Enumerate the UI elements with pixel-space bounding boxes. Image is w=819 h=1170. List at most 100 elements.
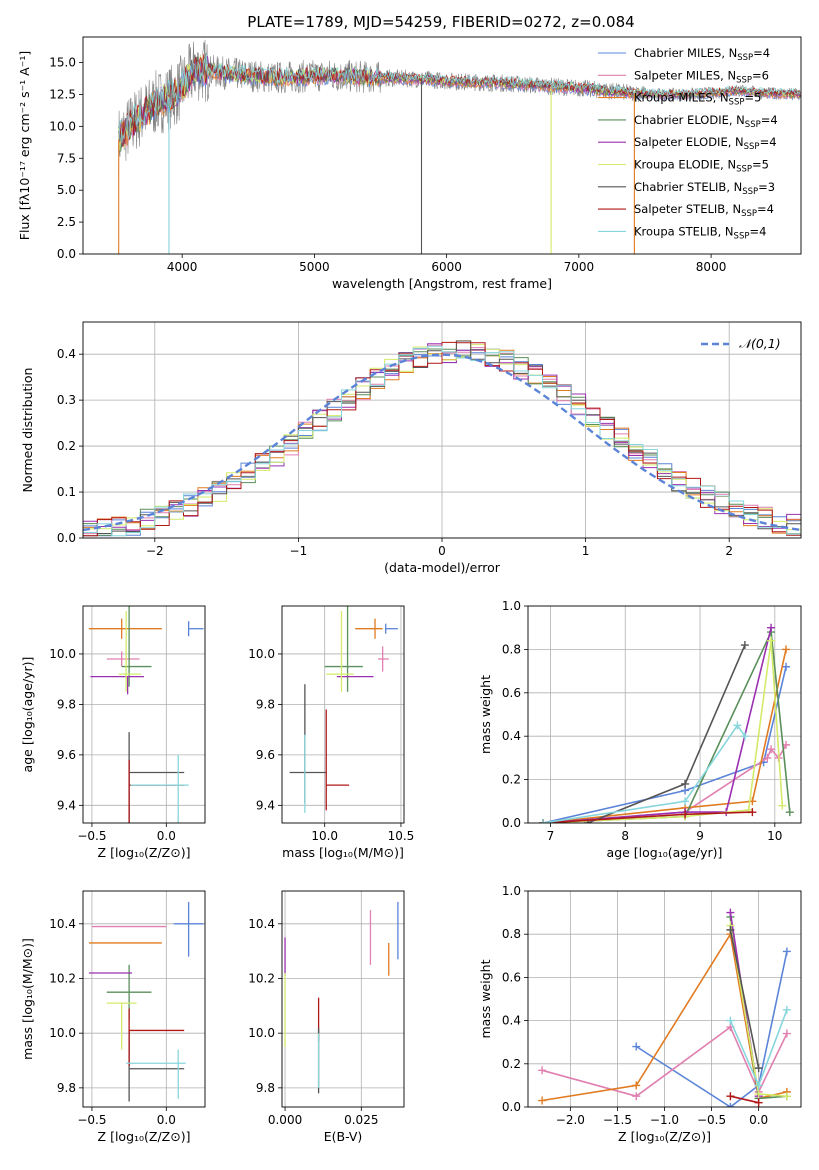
y-axis-label: mass weight bbox=[478, 675, 493, 754]
weight-marker bbox=[538, 1096, 547, 1105]
y-tick-label: 1.0 bbox=[502, 599, 521, 613]
y-tick-label: 7.5 bbox=[57, 151, 76, 165]
y-tick-label: 0.4 bbox=[502, 1014, 521, 1028]
axes-frame bbox=[82, 605, 206, 824]
x-tick-label: 9 bbox=[696, 829, 704, 843]
weight-marker bbox=[632, 1092, 641, 1101]
legend-tail: =6 bbox=[752, 68, 769, 82]
legend-text: Kroupa MILES, N bbox=[634, 91, 729, 105]
legend-sub: SSP bbox=[737, 53, 753, 63]
legend-tail: =4 bbox=[760, 135, 777, 149]
x-tick-label: −2.0 bbox=[556, 1113, 585, 1127]
weight-marker bbox=[632, 1081, 641, 1090]
axes-frame bbox=[281, 605, 405, 824]
x-axis-label: (data-model)/error bbox=[384, 560, 501, 575]
legend-text: Chabrier MILES, N bbox=[634, 46, 737, 60]
y-tick-label: 0.2 bbox=[502, 773, 521, 787]
x-tick-label: 8000 bbox=[696, 260, 727, 274]
y-tick-label: 2.5 bbox=[57, 215, 76, 229]
x-axis-label: mass [log₁₀(M/M⊙)] bbox=[282, 845, 404, 860]
plot-area bbox=[528, 891, 801, 1107]
legend-label-0: Chabrier MILES, NSSP=4 bbox=[634, 46, 770, 63]
x-tick-label: 7000 bbox=[564, 260, 595, 274]
y-tick-label: 1.0 bbox=[502, 884, 521, 898]
x-tick-label: 0.000 bbox=[268, 1113, 302, 1127]
weight-marker bbox=[681, 797, 690, 806]
weight-marker bbox=[740, 641, 749, 650]
weight-line-0 bbox=[542, 666, 787, 823]
legend-text: Kroupa ELODIE, N bbox=[634, 158, 736, 172]
panel-age-vs-Z: −0.5 0.0 9.4 9.6 9.8 10.0 Z [log₁₀(Z/Z⊙)] age [… bbox=[20, 605, 206, 860]
x-axis-label: E(B-V) bbox=[324, 1129, 363, 1144]
y-tick-label: 0.8 bbox=[502, 642, 521, 656]
y-tick-label: 10.4 bbox=[49, 917, 76, 931]
y-tick-label: 0.4 bbox=[57, 347, 76, 361]
weight-line-2 bbox=[542, 649, 787, 823]
x-axis-label: Z [log₁₀(Z/Z⊙)] bbox=[618, 1129, 711, 1144]
panel-mass-vs-EBV: 0.000 0.025 9.8 10.0 10.2 10.4 E(B-V) bbox=[248, 890, 405, 1144]
y-tick-label: 9.8 bbox=[57, 1081, 76, 1095]
y-tick-label: 9.4 bbox=[256, 798, 275, 812]
axes-frame bbox=[82, 890, 206, 1108]
plot-area bbox=[118, 39, 801, 254]
weight-marker bbox=[733, 721, 742, 730]
model-spectrum-8 bbox=[118, 54, 801, 150]
x-tick-label: −0.5 bbox=[77, 829, 106, 843]
x-axis-label: wavelength [Angstrom, rest frame] bbox=[332, 276, 552, 291]
y-tick-label: 10.0 bbox=[49, 647, 76, 661]
weight-line-6 bbox=[729, 929, 760, 1069]
weight-marker bbox=[778, 801, 787, 810]
histogram-7 bbox=[83, 341, 801, 538]
legend-label-6: Chabrier STELIB, NSSP=3 bbox=[634, 180, 775, 197]
x-tick-label: 7 bbox=[547, 829, 555, 843]
weight-marker bbox=[754, 1064, 763, 1073]
legend-tail: =4 bbox=[749, 224, 766, 238]
weight-line-8 bbox=[542, 723, 746, 823]
y-tick-label: 0.0 bbox=[502, 816, 521, 830]
y-tick-label: 10.2 bbox=[248, 971, 275, 985]
x-axis-label: Z [log₁₀(Z/Z⊙)] bbox=[98, 1129, 191, 1144]
x-tick-label: −1 bbox=[290, 544, 308, 558]
weight-marker bbox=[782, 1005, 791, 1014]
weight-marker bbox=[782, 947, 791, 956]
y-tick-label: 9.6 bbox=[256, 748, 275, 762]
y-tick-label: 0.3 bbox=[57, 393, 76, 407]
weight-marker bbox=[726, 1103, 735, 1107]
y-tick-label: 0.4 bbox=[502, 729, 521, 743]
weight-marker bbox=[740, 732, 749, 741]
x-tick-label: 0.0 bbox=[157, 829, 176, 843]
weight-marker bbox=[785, 808, 794, 817]
legend-label-2: Kroupa MILES, NSSP=5 bbox=[634, 91, 761, 108]
x-tick-label: 10.0 bbox=[311, 829, 338, 843]
legend-sub: SSP bbox=[736, 165, 752, 175]
y-axis-label: mass [log₁₀(M/M⊙)] bbox=[20, 938, 35, 1060]
plot-area bbox=[282, 891, 404, 1107]
legend-label-8: Kroupa STELIB, NSSP=4 bbox=[634, 224, 766, 241]
weight-marker bbox=[681, 779, 690, 788]
x-tick-label: −0.5 bbox=[77, 1113, 106, 1127]
panel-mass-vs-Z: −0.5 0.0 9.8 10.0 10.2 10.4 Z [log₁₀(Z/Z⊙)] mas… bbox=[20, 890, 206, 1144]
y-tick-label: 0.0 bbox=[57, 247, 76, 261]
x-tick-label: 4000 bbox=[167, 260, 198, 274]
weight-line-0 bbox=[635, 951, 788, 1107]
axes-layer: 4000 5000 6000 7000 80000.02.55.07.510.012.5… bbox=[17, 36, 802, 1144]
y-tick-label: 15.0 bbox=[49, 56, 76, 70]
normal-curve bbox=[83, 353, 801, 532]
panel-weight-vs-Z: −2.0 −1.5 −1.0 −0.5 0.0 0.0 0.2 0.4 0.6 0.8 1.0 Z [… bbox=[478, 884, 802, 1144]
legend-sub: SSP bbox=[734, 231, 750, 241]
weight-marker bbox=[782, 662, 791, 671]
x-tick-label: 5000 bbox=[299, 260, 330, 274]
y-tick-label: 0.1 bbox=[57, 485, 76, 499]
weight-line-7 bbox=[730, 1095, 759, 1104]
y-tick-label: 9.8 bbox=[256, 697, 275, 711]
weight-marker bbox=[632, 1042, 641, 1051]
plot-area bbox=[83, 606, 205, 823]
x-axis-label: age [log₁₀(age/yr)] bbox=[607, 845, 723, 860]
normal-legend-label: 𝒩(0,1) bbox=[739, 336, 781, 351]
weight-marker bbox=[782, 645, 791, 654]
x-tick-label: 10 bbox=[767, 829, 782, 843]
y-tick-label: 5.0 bbox=[57, 183, 76, 197]
weight-marker bbox=[767, 745, 776, 754]
